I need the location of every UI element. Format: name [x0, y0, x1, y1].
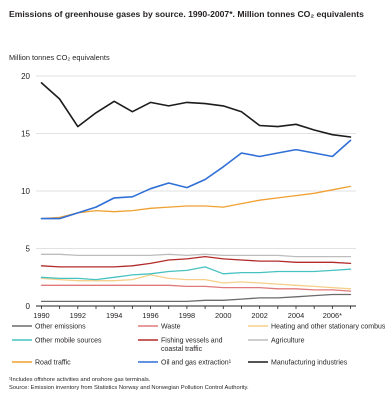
- legend-label-4: Fishing vessels and: [161, 338, 223, 345]
- series-line-8: [40, 82, 352, 138]
- footnote-offshore: ¹Includes offshore activities and onshor…: [9, 377, 151, 383]
- gridlines: [36, 75, 356, 249]
- axes: 0 5 10 15 20 1990 1992 1994 1996 1998 2000 2002 2004…: [21, 72, 356, 320]
- legend-label-7: Oil and gas extraction¹: [161, 360, 232, 367]
- legend-label-4-cont: coastal traffic: [161, 346, 203, 353]
- x-tick-label-1992: 1992: [70, 311, 86, 320]
- x-tick-label-2000: 2000: [215, 311, 231, 320]
- y-tick-label-15: 15: [21, 129, 30, 138]
- chart-title: Emissions of greenhouse gases by source.…: [9, 9, 364, 19]
- y-tick-label-5: 5: [26, 244, 31, 253]
- legend-label-1: Waste: [161, 324, 181, 331]
- series-line-5: [40, 255, 352, 268]
- x-tick-label-1996: 1996: [142, 311, 158, 320]
- series-line-6: [40, 185, 352, 220]
- legend-label-8: Manufacturing industries: [271, 360, 348, 367]
- y-tick-label-10: 10: [21, 187, 30, 196]
- x-tick-label-1990: 1990: [33, 311, 49, 320]
- x-tick-label-2004: 2004: [288, 311, 304, 320]
- x-tick-label-2006: 2006*: [323, 311, 342, 320]
- x-tick-label-2002: 2002: [251, 311, 267, 320]
- y-tick-label-20: 20: [21, 72, 30, 81]
- series-lines: [40, 82, 352, 303]
- series-line-4: [40, 266, 352, 281]
- series-line-3: [40, 274, 352, 290]
- series-line-2: [40, 284, 352, 292]
- series-line-7: [40, 139, 352, 220]
- x-tick-label-1998: 1998: [179, 311, 195, 320]
- y-axis-label: Million tonnes CO₂ equivalents: [9, 53, 110, 62]
- legend-label-6: Road traffic: [35, 360, 71, 367]
- legend-label-2: Heating and other stationary combustion: [271, 324, 385, 331]
- legend-label-3: Other mobile sources: [35, 338, 102, 345]
- legend: Other emissions Waste Heating and other st…: [12, 324, 385, 367]
- series-line-0: [40, 253, 352, 258]
- y-tick-label-0: 0: [26, 302, 31, 311]
- legend-label-0: Other emissions: [35, 324, 86, 331]
- source-note: Source: Emission inventory from Statisti…: [9, 385, 249, 391]
- x-tick-label-1994: 1994: [106, 311, 122, 320]
- series-line-1: [40, 293, 352, 303]
- legend-label-5: Agriculture: [271, 338, 305, 345]
